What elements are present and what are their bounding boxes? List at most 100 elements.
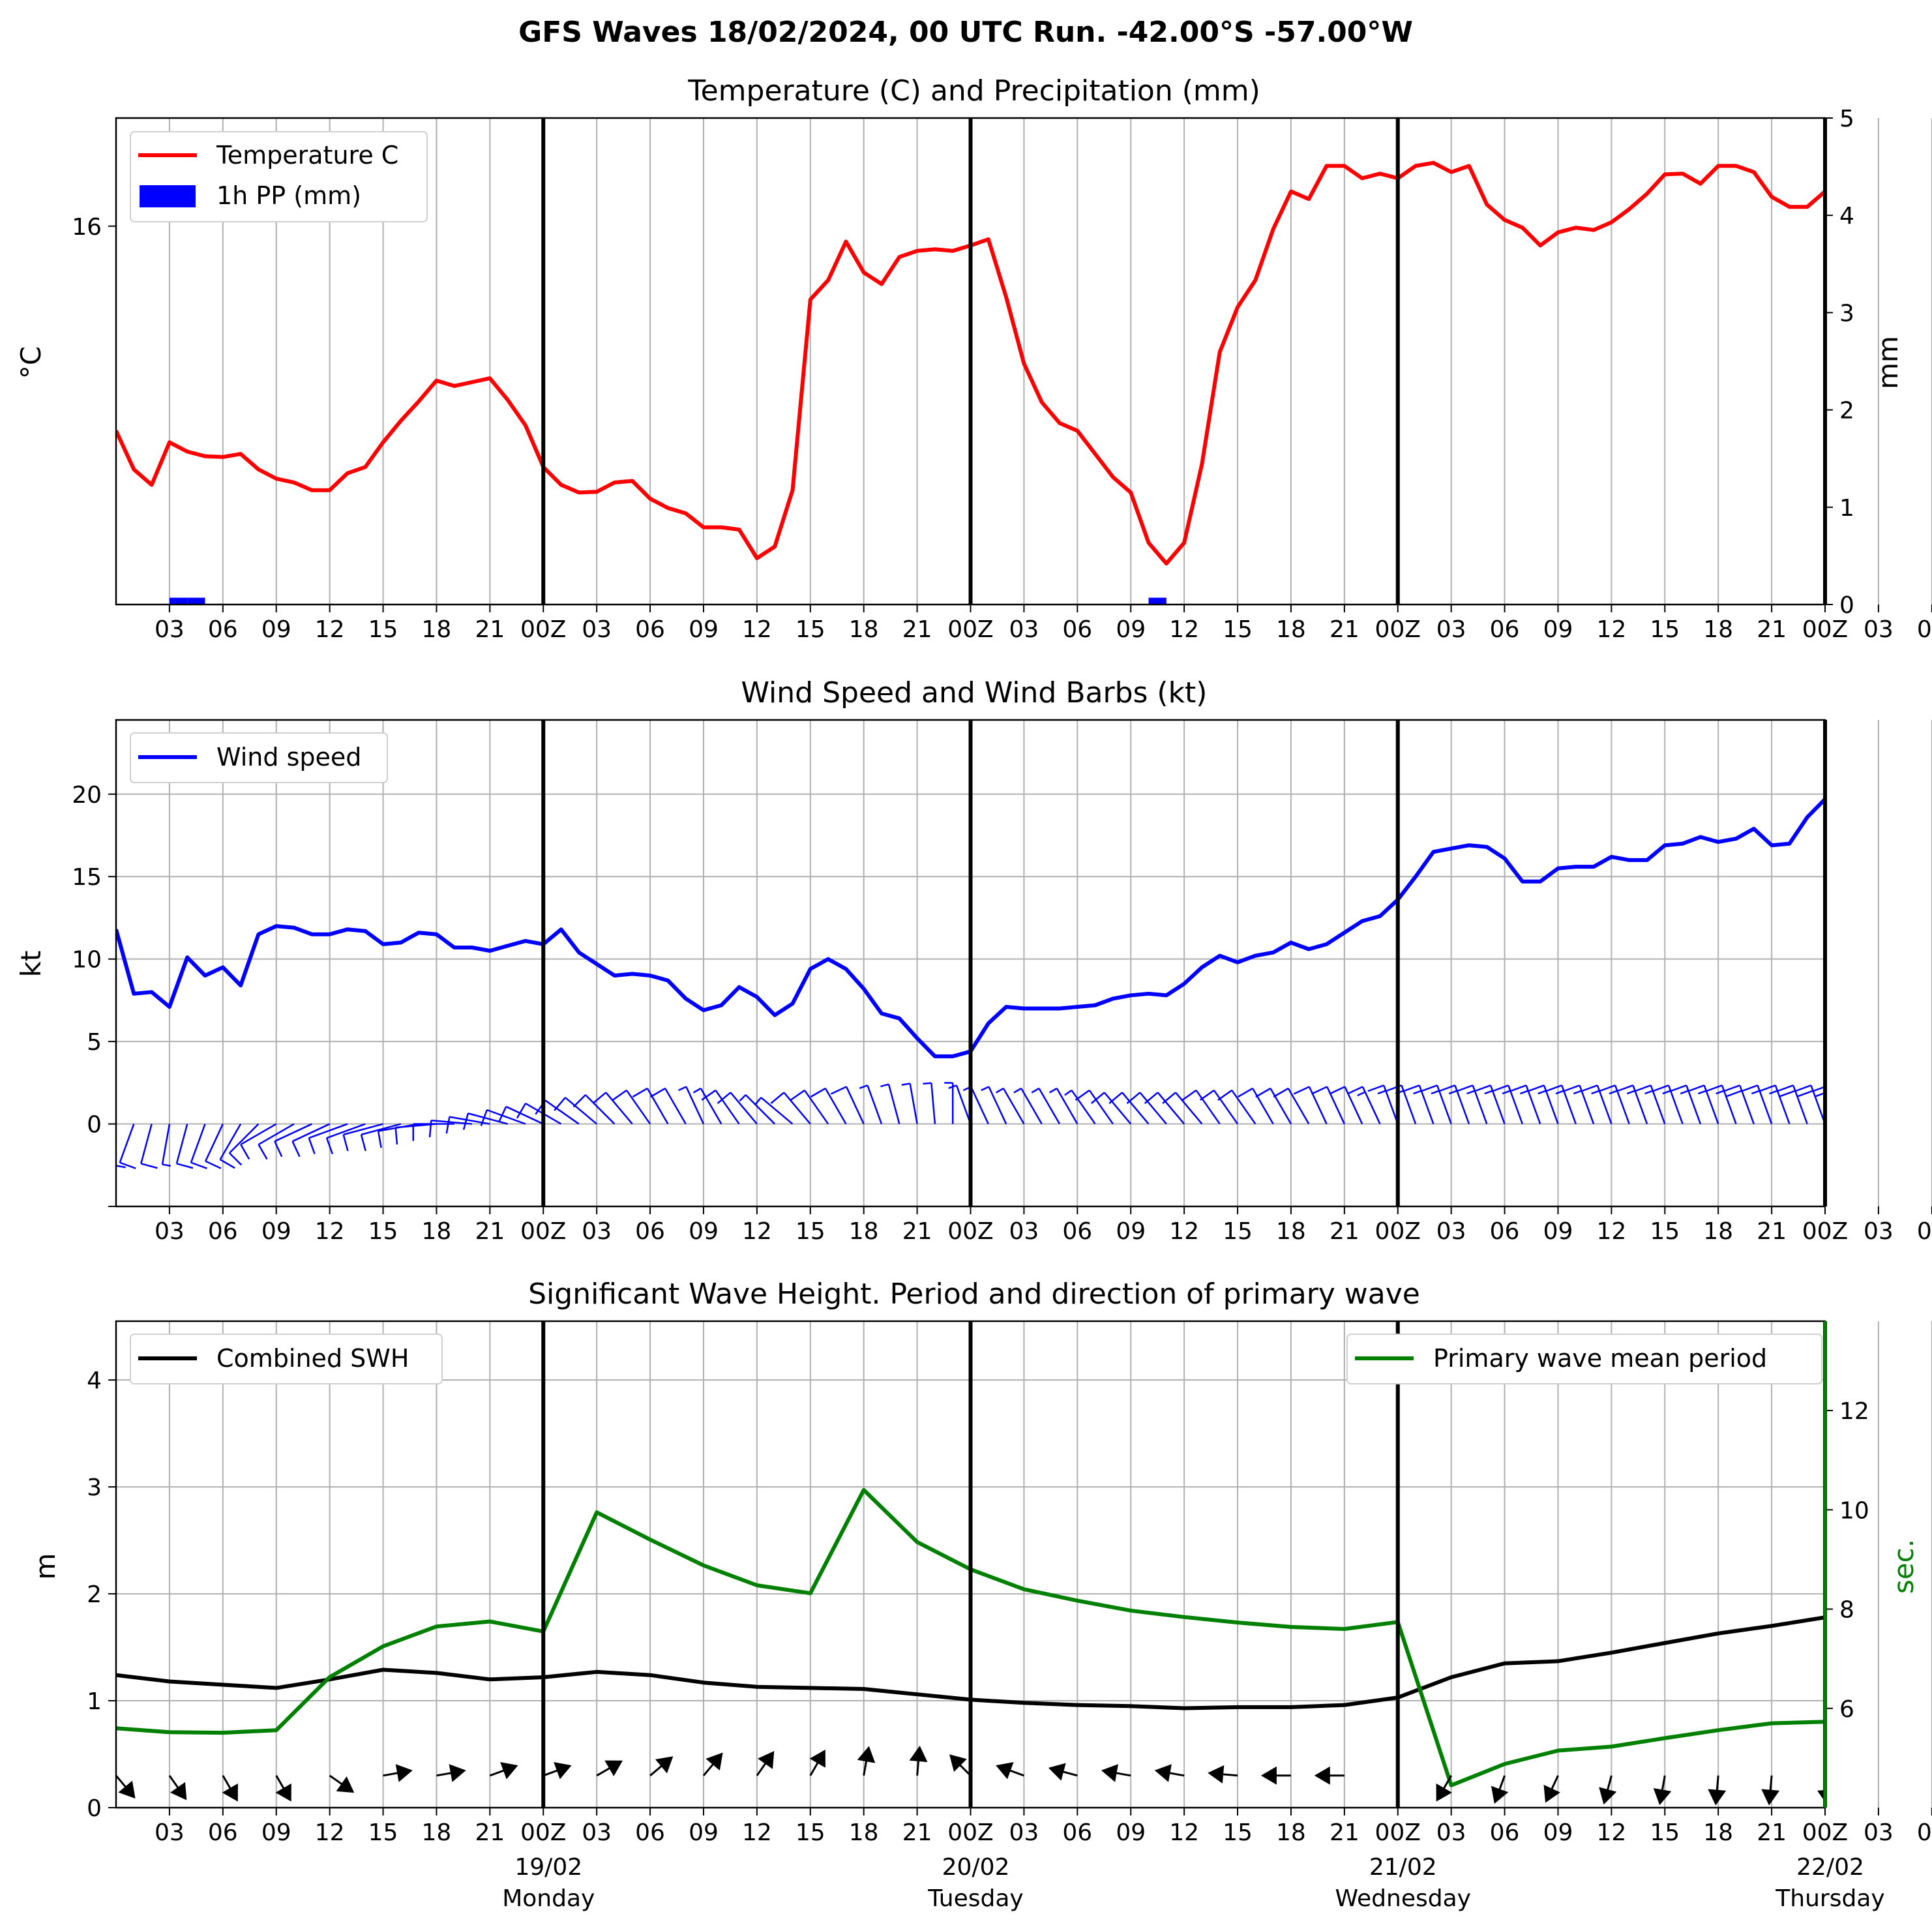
wind-barb-feather xyxy=(1779,1090,1796,1098)
wind-barb-feather xyxy=(554,1097,566,1111)
wind-barb xyxy=(1144,1092,1185,1125)
x-tick-label: 00Z xyxy=(520,1819,566,1846)
data-point xyxy=(1023,363,1025,365)
data-point xyxy=(1504,858,1506,859)
data-point xyxy=(1611,856,1612,858)
data-point xyxy=(417,932,420,934)
wave-direction-arrow xyxy=(489,1762,518,1780)
wind-barb-half-feather xyxy=(754,1097,762,1105)
data-point xyxy=(1664,844,1666,846)
x-tick-label: 18 xyxy=(1276,1819,1306,1846)
data-point xyxy=(1770,1722,1773,1724)
data-point xyxy=(1539,880,1541,883)
data-point xyxy=(204,455,206,457)
wind-barb-feather xyxy=(1091,1092,1105,1104)
x-tick-label: 12 xyxy=(1169,616,1199,643)
wave-direction-arrow xyxy=(168,1774,187,1800)
data-point xyxy=(685,513,687,515)
wind-barb-staff xyxy=(1174,1092,1203,1125)
wave-direction-arrow-head xyxy=(857,1746,876,1763)
data-point xyxy=(1521,226,1524,229)
x-tick-label: 03 xyxy=(1009,1819,1039,1846)
y-tick-label: 2 xyxy=(87,1581,102,1608)
data-point xyxy=(1165,994,1168,996)
data-point xyxy=(1611,1652,1612,1654)
data-marks xyxy=(116,160,1825,605)
wave-direction-arrow-head xyxy=(275,1783,291,1802)
wind-barb-feather xyxy=(1759,1084,1776,1092)
period-legend-box xyxy=(1346,1334,1822,1384)
wind-barb-staff xyxy=(730,1092,758,1125)
wind-barb-half-feather xyxy=(1031,1087,1040,1094)
x-tick-label: 18 xyxy=(1703,616,1733,643)
wave-direction-arrow xyxy=(329,1774,355,1793)
date-label: 21/02 xyxy=(1369,1854,1437,1881)
x-tick-label: 09 xyxy=(689,1218,719,1245)
data-point xyxy=(1326,943,1328,946)
wind-barb-staff xyxy=(887,1084,900,1124)
wind-barb-half-feather xyxy=(880,1083,889,1088)
wind-barb-staff xyxy=(715,1090,740,1125)
data-point xyxy=(1343,1628,1346,1630)
wind-barb xyxy=(360,1123,402,1152)
data-point xyxy=(507,399,509,401)
data-point xyxy=(1770,1625,1773,1627)
data-point xyxy=(1789,205,1791,208)
data-point xyxy=(168,1681,171,1682)
data-point xyxy=(1717,1729,1719,1731)
wind-barb xyxy=(1013,1087,1043,1125)
wind-barb-feather xyxy=(810,1087,826,1098)
x-tick-label: 09 xyxy=(261,1819,291,1846)
wind-barb xyxy=(1346,1086,1381,1125)
wind-barb-staff xyxy=(486,1109,526,1125)
data-point xyxy=(436,380,438,381)
data-point xyxy=(1682,843,1684,844)
data-point xyxy=(1058,1008,1061,1009)
data-point xyxy=(560,928,562,931)
x-tick-label: 21 xyxy=(1330,616,1360,643)
data-point xyxy=(1450,1784,1452,1786)
wave-direction-arrow xyxy=(949,1754,972,1776)
wind-barb-staff xyxy=(867,1084,883,1124)
data-point xyxy=(436,1625,438,1628)
data-point xyxy=(721,526,722,528)
right-y-tick-label: 0 xyxy=(1839,592,1854,619)
wind-barb-half-feather xyxy=(1555,1090,1564,1095)
wind-barb-half-feather xyxy=(948,1084,957,1089)
x-tick-label: 21 xyxy=(902,1218,932,1245)
wind-barb-half-feather xyxy=(692,1087,702,1094)
right-y-tick-label: 12 xyxy=(1839,1398,1869,1425)
data-point xyxy=(1539,245,1541,246)
wind-barb-feather xyxy=(1367,1084,1384,1092)
wind-barb xyxy=(632,1087,669,1125)
x-tick-label: 03 xyxy=(155,1218,185,1245)
temperature-legend: Temperature C 1h PP (mm) xyxy=(130,131,428,222)
right-y-tick-label: 8 xyxy=(1839,1597,1854,1624)
x-tick-label: 03 xyxy=(1009,1218,1039,1245)
data-marks xyxy=(116,797,1825,1169)
wave-direction-arrow xyxy=(1314,1766,1345,1785)
wind-barb-half-feather xyxy=(1698,1090,1707,1095)
wind-barb-feather xyxy=(480,1109,488,1126)
y-tick-label: 3 xyxy=(87,1474,102,1501)
y-tick-label: 0 xyxy=(87,1795,102,1822)
wind-barb xyxy=(240,1123,277,1160)
data-point xyxy=(702,1564,705,1566)
wave-direction-arrow-head xyxy=(1599,1787,1617,1805)
wind-barb-staff xyxy=(1020,1088,1043,1125)
data-point xyxy=(1646,192,1648,195)
data-point xyxy=(1183,983,1185,985)
x-tick-label: 12 xyxy=(1169,1819,1199,1846)
data-point xyxy=(1592,865,1595,868)
x-tick-label: 03 xyxy=(155,616,185,643)
x-tick-label: 15 xyxy=(368,1819,398,1846)
wind-barb xyxy=(480,1109,526,1126)
wave-direction-arrow xyxy=(1653,1775,1672,1806)
wind-barb-feather xyxy=(462,1113,469,1130)
data-point xyxy=(845,241,847,243)
wind-barb-feather xyxy=(1421,1084,1438,1092)
x-tick-label: 03 xyxy=(582,1218,612,1245)
data-point xyxy=(1290,1706,1292,1709)
data-point xyxy=(1112,998,1114,1000)
data-point xyxy=(614,974,616,977)
